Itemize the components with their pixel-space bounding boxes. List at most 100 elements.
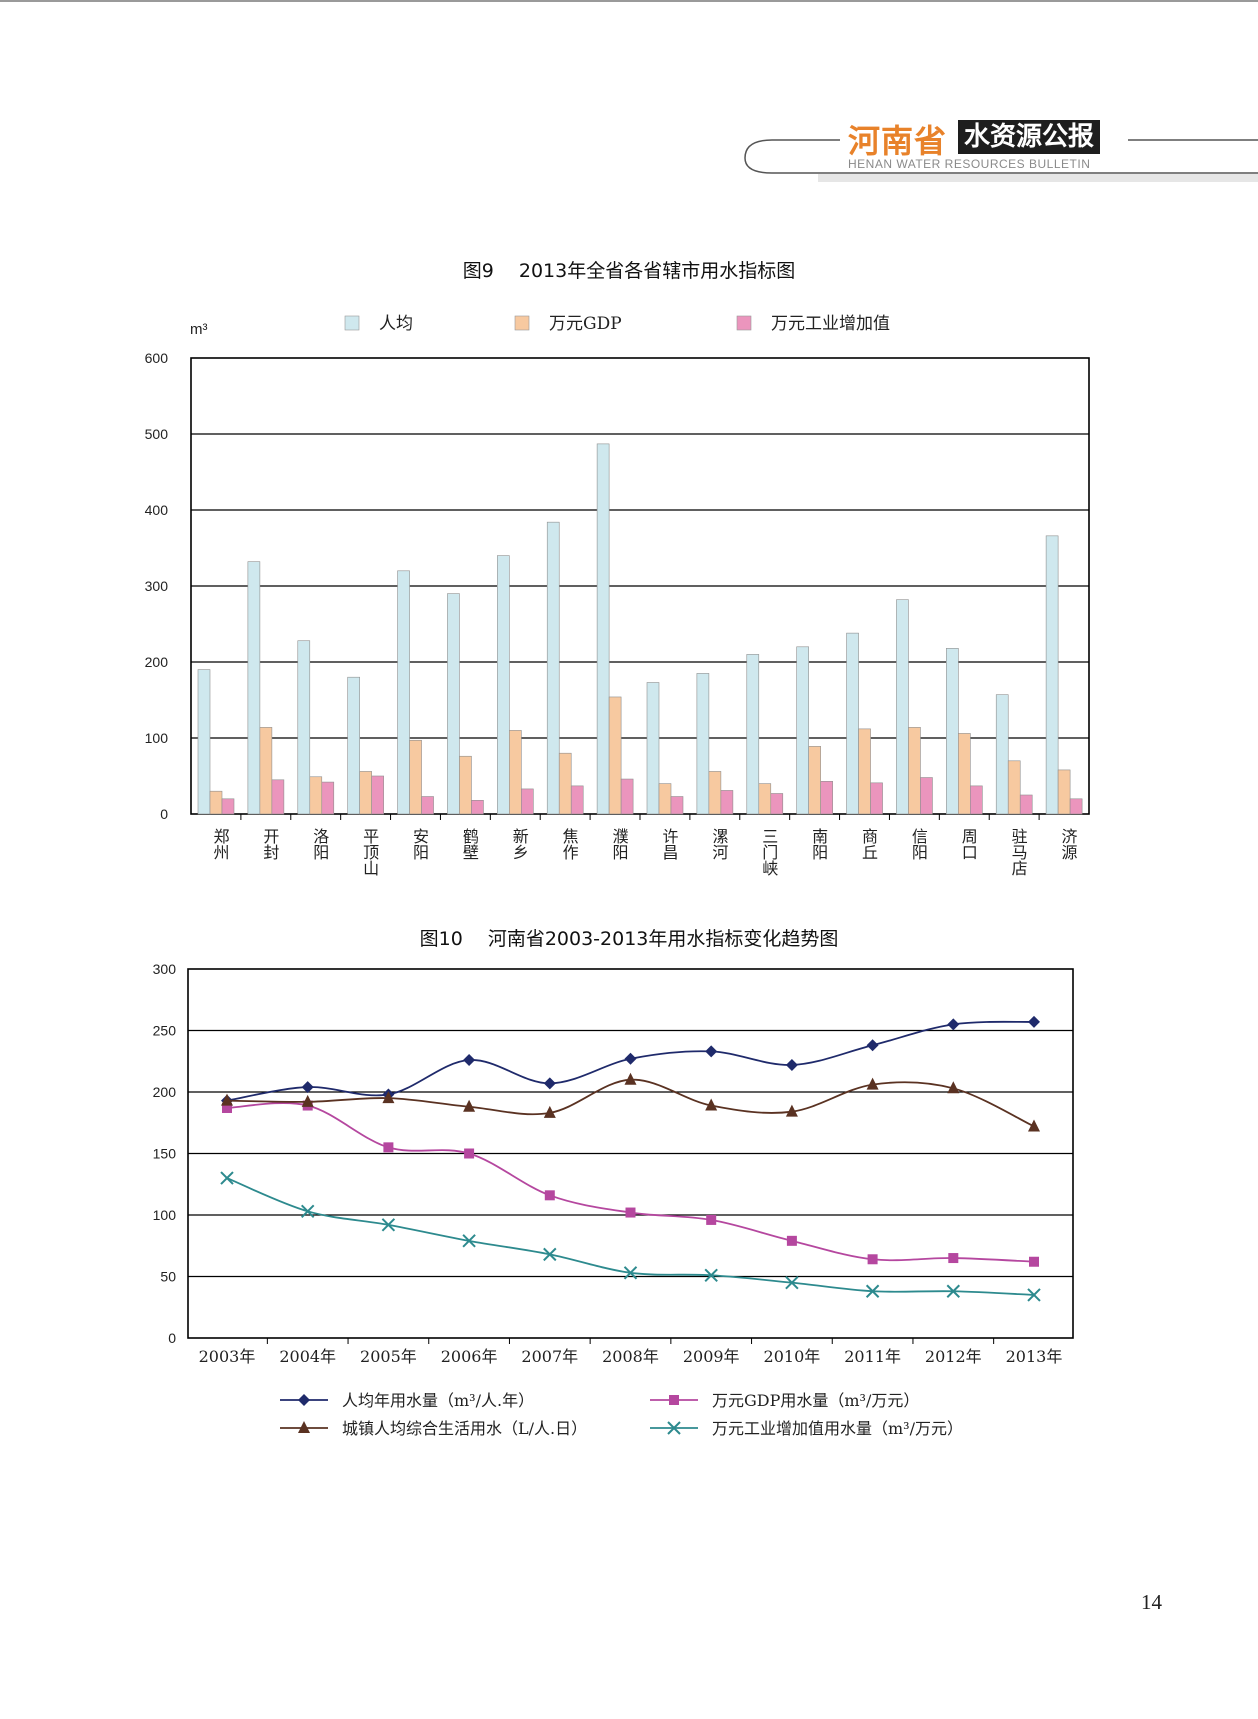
series-marker: [220, 1171, 234, 1185]
bar: [521, 788, 534, 815]
series-marker: [947, 1081, 960, 1094]
legend-label: 万元工业增加值: [771, 314, 890, 334]
bar: [347, 676, 360, 815]
bar: [696, 673, 710, 815]
series-marker: [222, 1102, 232, 1113]
marker-stroke: [946, 1284, 961, 1298]
series-marker: [867, 1254, 878, 1265]
bar: [409, 739, 422, 815]
top-rule: [0, 0, 1258, 2]
line-chart: 0 50 100 150 200 250 300 2003年 2004年 2005年 2006年 20…: [153, 961, 1074, 1438]
y-tick-label: 500: [145, 426, 169, 442]
series-marker: [300, 1204, 315, 1219]
series-line-group: [220, 1171, 1041, 1302]
bar: [720, 790, 734, 815]
bar: [746, 654, 760, 815]
x-tick-label: 2009年: [683, 1347, 740, 1366]
legend-item: 万元工业增加值用水量（m³/万元）: [650, 1419, 963, 1438]
legend-item: 万元GDP用水量（m³/万元）: [650, 1391, 919, 1410]
series-marker: [382, 1091, 395, 1104]
legend-swatch: [736, 315, 752, 331]
bar: [820, 781, 833, 815]
x-category-label: 许昌: [659, 828, 678, 860]
y-tick-label: 600: [145, 350, 169, 366]
series-marker: [298, 1394, 310, 1406]
bar: [570, 785, 584, 815]
x-category-label: 鹤壁: [460, 828, 479, 860]
bar: [908, 727, 921, 815]
bar: [946, 648, 959, 815]
y-tick-label: 200: [145, 654, 169, 670]
marker-stroke: [785, 1275, 799, 1290]
bar: [1069, 798, 1083, 815]
bar: [197, 669, 211, 815]
y-tick-label: 250: [153, 1023, 177, 1039]
series-marker: [785, 1104, 798, 1117]
series-marker: [463, 1054, 476, 1067]
bar: [297, 640, 311, 815]
y-tick-label: 100: [145, 730, 169, 746]
x-category-label: 南阳: [809, 828, 828, 860]
series-marker: [463, 1099, 476, 1112]
y-tick-label: 0: [168, 1330, 176, 1346]
x-category-label: 焦作: [560, 828, 579, 860]
x-category-label: 开封: [260, 828, 279, 860]
series-marker: [1027, 1288, 1041, 1302]
bar: [509, 730, 522, 815]
bar: [858, 728, 871, 815]
series-marker: [705, 1045, 718, 1058]
brand-subtitle: 水资源公报: [958, 120, 1101, 154]
x-category-label: 洛阳: [310, 828, 329, 860]
bar: [247, 561, 261, 815]
series-marker: [667, 1421, 681, 1435]
series-marker: [544, 1190, 555, 1201]
bar: [970, 785, 983, 815]
bar: [658, 783, 672, 815]
bar: [558, 752, 572, 815]
marker-stroke: [623, 1266, 638, 1280]
series-marker: [301, 1094, 314, 1107]
bar: [371, 775, 384, 815]
series-marker: [301, 1081, 314, 1094]
y-tick-label: 100: [153, 1207, 177, 1223]
series-marker: [624, 1052, 637, 1065]
bar: [870, 782, 883, 815]
bar: [758, 783, 772, 815]
bar: [1019, 794, 1033, 815]
x-tick-label: 2003年: [199, 1347, 256, 1366]
x-category-label: 济源: [1059, 828, 1078, 861]
bar: [459, 755, 472, 815]
y-tick-label: 300: [145, 578, 169, 594]
series-marker: [704, 1268, 718, 1282]
series-marker: [786, 1235, 797, 1246]
bar-chart: 人均 万元GDP 万元工业增加值 m³ 0 100 200 300 400 500 600 郑州 开封洛…: [145, 314, 1090, 876]
bar: [796, 646, 809, 815]
bar: [421, 796, 434, 815]
series-marker: [1028, 1015, 1040, 1028]
legend-label: 人均: [379, 314, 413, 334]
bar: [920, 777, 933, 815]
brand-english: HENAN WATER RESOURCES BULLETIN: [848, 157, 1091, 171]
y-tick-label: 200: [153, 1084, 177, 1100]
bar: [1045, 535, 1059, 815]
series-marker: [543, 1105, 556, 1118]
series-marker: [462, 1234, 476, 1248]
bar: [321, 781, 335, 815]
series-marker: [946, 1284, 961, 1298]
series-marker: [298, 1421, 310, 1433]
series-marker: [948, 1253, 959, 1264]
bar: [896, 599, 909, 815]
series-marker: [543, 1077, 556, 1090]
x-category-label: 新乡: [510, 828, 529, 860]
bar: [359, 771, 372, 815]
series-marker: [383, 1142, 394, 1153]
series-marker: [785, 1058, 798, 1071]
y-axis-unit: m³: [190, 321, 208, 338]
marker-stroke: [704, 1268, 718, 1282]
series-marker: [1029, 1256, 1039, 1267]
x-tick-label: 2006年: [441, 1347, 498, 1366]
y-tick-label: 150: [153, 1146, 177, 1162]
page-number: 14: [1141, 1590, 1162, 1614]
brand-title: 河南省: [848, 122, 948, 160]
series-line-group: [221, 1072, 1040, 1132]
